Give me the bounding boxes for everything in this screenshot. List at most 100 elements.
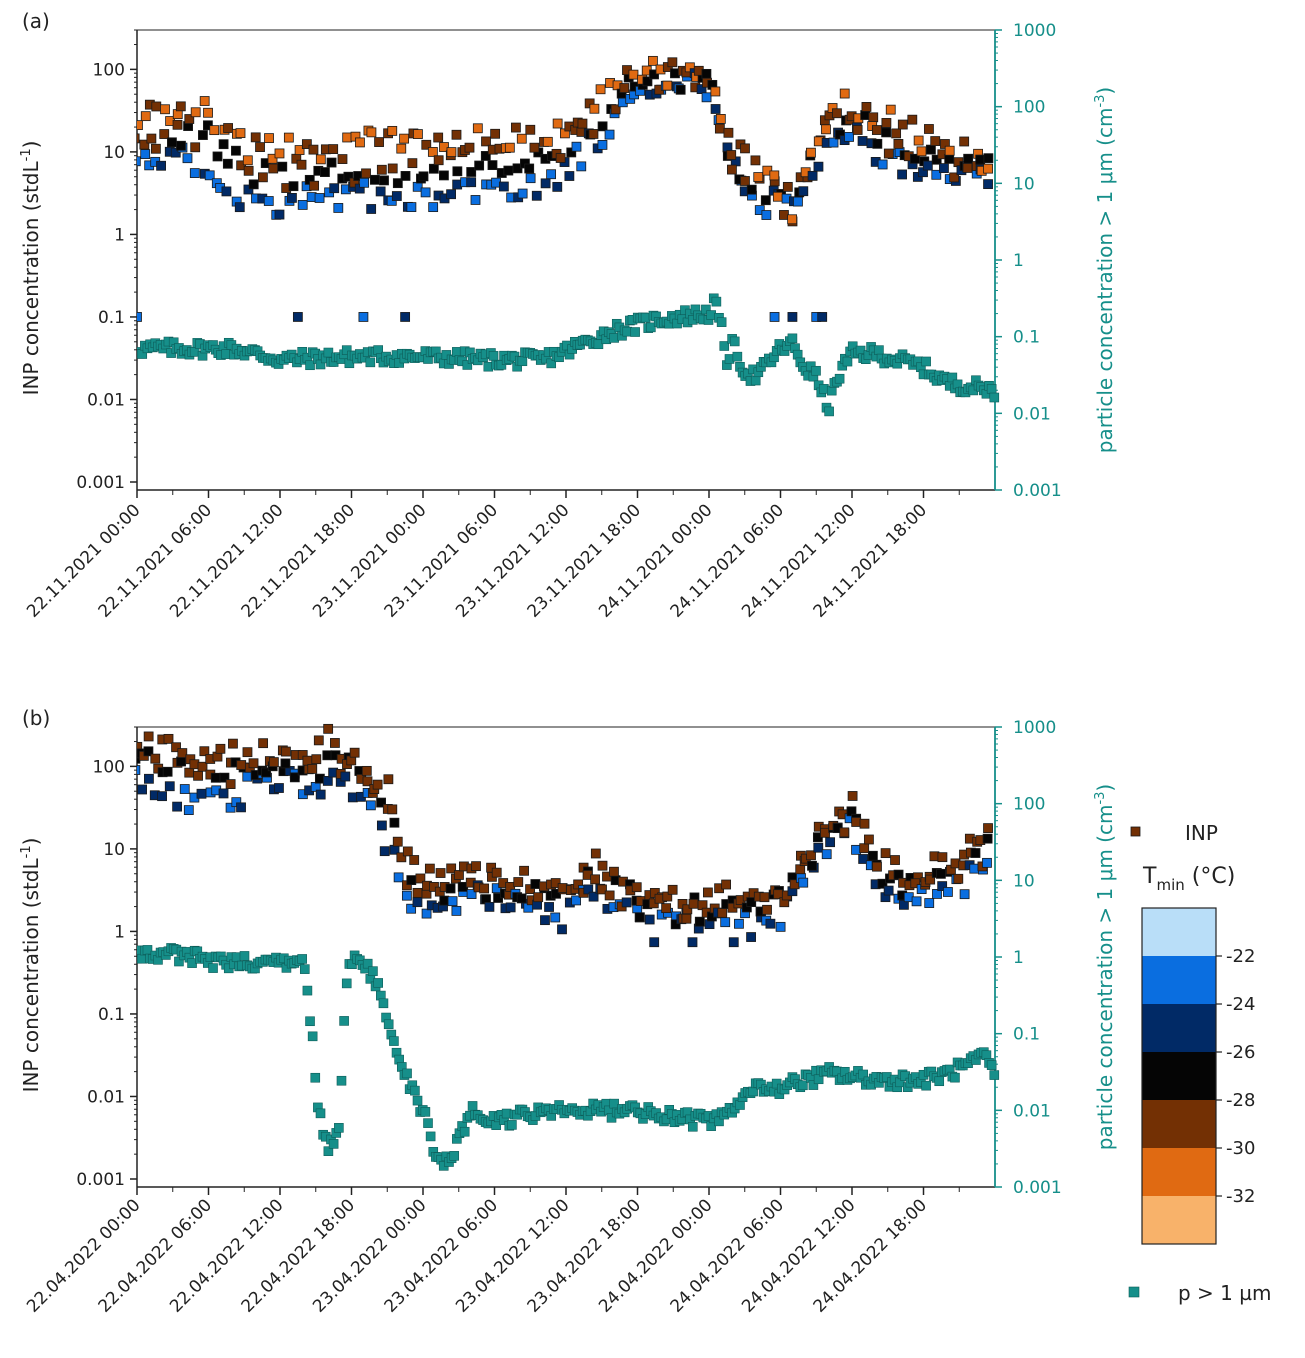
colorbar-segment [1142, 1100, 1216, 1148]
inp-point [313, 735, 324, 746]
inp-point [309, 180, 319, 191]
inp-point [529, 142, 540, 153]
inp-point [795, 864, 806, 875]
inp-point [590, 874, 600, 885]
inp-point [451, 129, 462, 140]
inp-point [222, 158, 233, 169]
inp-point [179, 784, 190, 794]
particle-point [425, 1131, 436, 1142]
particle-point [729, 336, 740, 347]
inp-point [726, 150, 737, 160]
particle-point [362, 958, 373, 969]
inp-point [421, 139, 432, 150]
inp-point [225, 779, 236, 789]
inp-point [807, 860, 817, 871]
right-axis-title: particle concentration > 1 μm (cm-3) [1093, 87, 1117, 453]
inp-point [223, 123, 233, 133]
inp-point [550, 912, 561, 923]
inp-point [243, 165, 254, 176]
inp-point [754, 205, 765, 215]
inp-point [821, 124, 831, 135]
legend: INP Tmin (°C) -22 -24 -26 -28 -30 -32 p > 1 µm [1128, 821, 1271, 1305]
left-tick-label: 1 [114, 225, 125, 245]
inp-point [604, 129, 615, 140]
inp-point [723, 127, 734, 138]
inp-point [140, 111, 151, 122]
inp-point [242, 747, 253, 758]
inp-point [982, 833, 993, 844]
particle-point [336, 1075, 347, 1086]
inp-point [177, 748, 188, 758]
inp-point [137, 312, 142, 322]
inp-point [982, 857, 992, 868]
inp-point [137, 156, 141, 167]
inp-point [839, 88, 850, 99]
inp-point [274, 148, 285, 159]
right-tick-label: 10 [1013, 174, 1035, 194]
inp-point [466, 889, 477, 899]
particle-point [858, 1069, 869, 1080]
inp-point [466, 177, 477, 188]
inp-point [333, 203, 344, 213]
inp-point [375, 186, 386, 197]
inp-point [880, 848, 891, 859]
inp-point [150, 753, 161, 764]
inp-point [288, 181, 299, 192]
inp-point [193, 770, 203, 781]
inp-point [859, 818, 870, 829]
particle-point [307, 1031, 318, 1042]
colorbar-segment [1142, 908, 1216, 956]
inp-point [151, 101, 162, 112]
colorbar-segment [1142, 1004, 1216, 1052]
particle-point [341, 978, 352, 989]
inp-point [204, 170, 215, 181]
inp-point [427, 147, 438, 157]
inp-point [740, 143, 750, 154]
inp-point [530, 879, 541, 889]
inp-point [851, 817, 862, 827]
inp-point [160, 104, 170, 115]
inp-point [610, 104, 621, 115]
panel-label: (a) [22, 9, 50, 33]
inp-point [943, 887, 953, 897]
particle-point [986, 1060, 997, 1070]
inp-point [255, 142, 265, 152]
particle-point [449, 1151, 460, 1161]
inp-point [953, 873, 964, 884]
inp-point [447, 896, 458, 907]
inp-point [420, 187, 431, 198]
particle-point [719, 341, 730, 351]
inp-point [454, 870, 464, 880]
colorbar-tick-label: -30 [1226, 1138, 1255, 1159]
inp-point [649, 69, 659, 80]
inp-point [474, 160, 485, 171]
inp-point [435, 868, 446, 878]
inp-point [571, 141, 582, 152]
left-tick-label: 100 [93, 60, 125, 80]
particle-point [750, 375, 761, 386]
inp-point [451, 905, 462, 916]
inp-point [323, 723, 334, 734]
inp-point [292, 312, 303, 322]
inp-point [342, 132, 353, 143]
inp-point [199, 746, 210, 757]
inp-point [401, 890, 412, 901]
inp-point [531, 190, 542, 201]
inp-point [164, 781, 175, 792]
particle-point [423, 1118, 433, 1128]
particle-point [646, 322, 656, 333]
inp-point [910, 878, 921, 889]
inp-point [439, 142, 449, 152]
particle-point [716, 317, 727, 327]
inp-point [661, 903, 672, 914]
inp-point [897, 169, 907, 180]
inp-point [963, 153, 974, 164]
particle-point [630, 327, 640, 337]
inp-point [433, 132, 444, 143]
inp-point [935, 868, 946, 879]
inp-point [715, 114, 726, 124]
inp-point [734, 918, 744, 929]
inp-point [775, 921, 786, 932]
inp-point [970, 848, 981, 858]
